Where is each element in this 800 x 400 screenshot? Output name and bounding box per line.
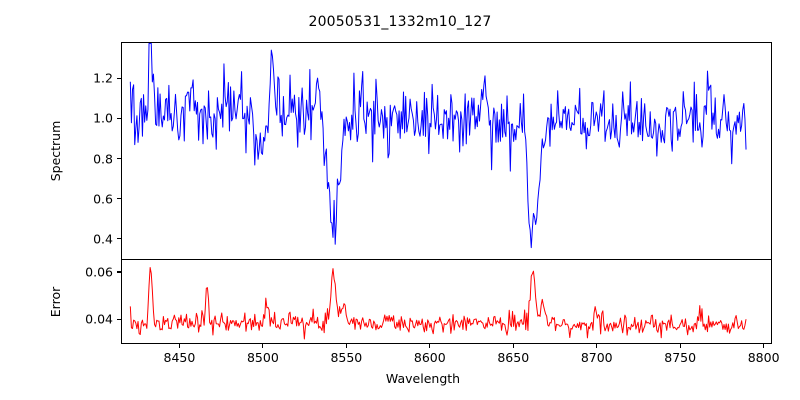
x-tick <box>345 344 347 348</box>
error-data-line <box>129 267 747 340</box>
page-title: 20050531_1332m10_127 <box>308 14 492 30</box>
error-y-tick <box>117 318 121 320</box>
spectrum-plot-area <box>121 42 772 259</box>
x-tick-label: 8800 <box>747 350 780 365</box>
error-y-tick-label: 0.04 <box>85 311 113 327</box>
x-tick-label: 8750 <box>664 350 697 365</box>
x-tick <box>763 344 765 348</box>
x-tick-label: 8550 <box>330 350 363 365</box>
spectrum-y-tick-label: 1.2 <box>93 70 113 86</box>
spectrum-data-line <box>129 43 747 249</box>
spectrum-y-tick <box>117 238 121 240</box>
spectrum-y-tick <box>117 77 121 79</box>
x-tick <box>262 344 264 348</box>
x-tick <box>596 344 598 348</box>
spectrum-y-tick-label: 0.6 <box>93 191 113 207</box>
x-axis-label: Wavelength <box>385 371 461 386</box>
x-tick <box>679 344 681 348</box>
spectrum-y-tick <box>117 157 121 160</box>
spectrum-y-tick-label: 1.0 <box>93 110 113 126</box>
spectrum-y-tick-label: 0.4 <box>93 231 113 247</box>
error-trace-svg <box>129 267 747 340</box>
spectrum-y-tick-label: 0.8 <box>93 151 113 167</box>
x-tick <box>178 344 180 348</box>
x-tick-label: 8600 <box>413 350 446 365</box>
error-plot-area <box>121 259 772 344</box>
spectrum-y-tick <box>117 117 121 119</box>
error-y-tick-label: 0.06 <box>85 264 113 280</box>
x-tick-label: 8500 <box>246 350 279 365</box>
x-tick-label: 8650 <box>497 350 530 365</box>
x-tick-label: 8700 <box>580 350 613 365</box>
spectrum-y-tick <box>117 198 121 200</box>
x-tick <box>512 344 514 348</box>
error-y-tick <box>117 271 121 273</box>
spectrum-trace-svg <box>129 43 747 249</box>
x-tick-label: 8450 <box>163 350 196 365</box>
x-tick <box>429 344 431 348</box>
